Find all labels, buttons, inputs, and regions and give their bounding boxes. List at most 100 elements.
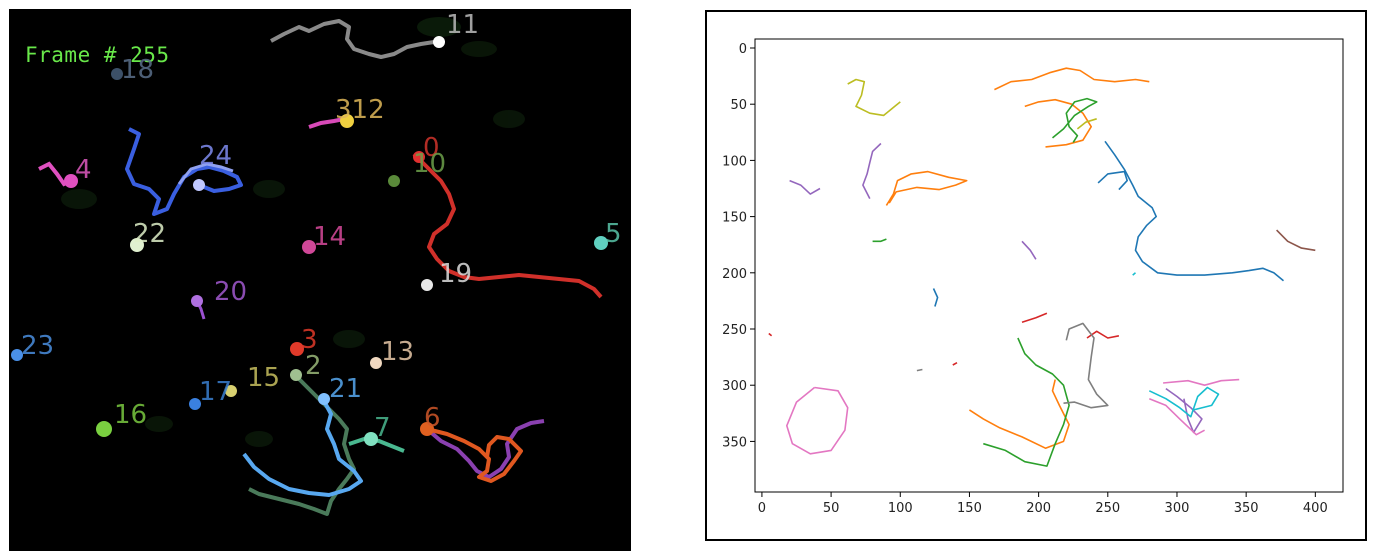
trajectory-line: [932, 288, 939, 307]
track-312-particle: [340, 114, 354, 128]
trajectory-line: [1163, 378, 1240, 387]
track-21-particle: [318, 393, 330, 405]
x-tick-label: 400: [1303, 501, 1328, 516]
y-axis-ticks: 0 50 100 150 200 250 300 350: [722, 42, 755, 450]
track-11-path: [270, 19, 435, 59]
frame-counter: Frame # 255: [25, 43, 170, 67]
trajectory-line: [872, 238, 887, 243]
x-axis-ticks: 0 50 100 150 200 250 300 350 400: [758, 492, 1328, 516]
track-label: 4: [75, 155, 92, 185]
track-0-path: [412, 152, 603, 299]
track-label: 15: [247, 363, 281, 393]
track-label: 18: [121, 55, 155, 85]
track-3-particle: [290, 342, 304, 356]
track-6-particle: [420, 422, 434, 436]
track-7-particle: [364, 432, 378, 446]
track-24-path: [125, 127, 243, 216]
track-label: 0: [423, 133, 440, 163]
track-label: 16: [114, 400, 148, 430]
track-label: 11: [446, 10, 480, 40]
x-tick-label: 350: [1234, 501, 1259, 516]
x-tick-label: 300: [1165, 501, 1190, 516]
trajectory-line: [847, 78, 901, 117]
plot-axes-frame: [754, 38, 1344, 493]
trajectory-line: [1104, 140, 1285, 282]
trajectory-line: [1165, 387, 1203, 434]
particle-tracks-overlay: [11, 17, 608, 516]
track-13-particle: [370, 357, 382, 369]
track-24-path-light: [177, 162, 234, 185]
track-label: 17: [199, 377, 233, 407]
x-tick-label: 250: [1095, 501, 1120, 516]
track-0-particle: [413, 151, 425, 163]
background-glows: [61, 17, 525, 447]
track-24-particle: [193, 179, 205, 191]
track-label: 24: [199, 141, 233, 171]
trajectory-line: [1021, 240, 1037, 260]
track-7-path: [348, 436, 405, 453]
track-label: 20: [214, 277, 248, 307]
trajectory-plot: 0 50 100 150 200 250 300 350 400 0 50 100 150 200 250…: [722, 38, 1344, 516]
trajectory-line: [916, 368, 923, 372]
track-6-path-orange: [426, 427, 523, 483]
y-tick-label: 100: [722, 154, 747, 169]
track-5-particle: [594, 236, 608, 250]
trajectory-line: [1076, 118, 1097, 130]
trajectory-line: [994, 67, 1150, 91]
trajectory-series: [768, 67, 1316, 467]
y-tick-label: 350: [722, 435, 747, 450]
trajectory-line: [789, 179, 821, 195]
trajectory-line: [768, 332, 773, 337]
track-6-path-purple: [425, 419, 545, 479]
track-label: 13: [381, 337, 415, 367]
x-tick-label: 150: [957, 501, 982, 516]
x-tick-label: 100: [888, 501, 913, 516]
track-18-particle: [111, 68, 123, 80]
track-15-particle: [225, 385, 237, 397]
track-11-particle: [433, 36, 445, 48]
trajectory-line: [1024, 98, 1093, 148]
track-label: 5: [605, 219, 622, 249]
track-20-particle: [191, 295, 203, 307]
trajectory-line: [952, 361, 958, 366]
trajectory-line: [1148, 386, 1220, 418]
x-tick-label: 0: [758, 501, 766, 516]
track-16-particle: [96, 421, 112, 437]
track-17-particle: [189, 398, 201, 410]
track-label: 7: [374, 413, 391, 443]
trajectory-line: [885, 170, 968, 206]
track-label: 3: [301, 325, 318, 355]
y-tick-label: 150: [722, 211, 747, 226]
trajectory-line: [1063, 322, 1109, 409]
trajectory-line: [1097, 170, 1129, 191]
y-tick-label: 250: [722, 323, 747, 338]
y-tick-label: 0: [739, 42, 747, 57]
trajectory-line: [968, 379, 1070, 450]
x-tick-label: 200: [1026, 501, 1051, 516]
track-label: 6: [424, 403, 441, 433]
trajectory-line: [1149, 397, 1205, 436]
trajectory-line: [1021, 312, 1048, 324]
track-312-path: [308, 117, 345, 129]
track-label: 22: [133, 219, 167, 249]
track-label: 21: [329, 374, 363, 404]
track-10-particle: [388, 175, 400, 187]
y-tick-label: 50: [730, 98, 747, 113]
track-label: 23: [21, 331, 55, 361]
trajectory-line: [786, 386, 849, 455]
y-tick-label: 200: [722, 267, 747, 282]
trajectory-line: [1132, 272, 1137, 276]
track-23-particle: [11, 349, 23, 361]
trajectory-line: [983, 337, 1070, 467]
track-label: 10: [413, 149, 447, 179]
track-14-particle: [302, 240, 316, 254]
trajectory-plot-panel: 0 50 100 150 200 250 300 350 400 0 50 100 150 200 250…: [705, 10, 1367, 541]
track-2-particle: [290, 369, 302, 381]
y-tick-label: 300: [722, 379, 747, 394]
trajectory-line: [1051, 97, 1098, 143]
track-label: 14: [313, 222, 347, 252]
track-label: 312: [335, 95, 385, 125]
trajectory-line: [862, 142, 882, 199]
track-22-particle: [130, 238, 144, 252]
track-19-particle: [421, 279, 433, 291]
